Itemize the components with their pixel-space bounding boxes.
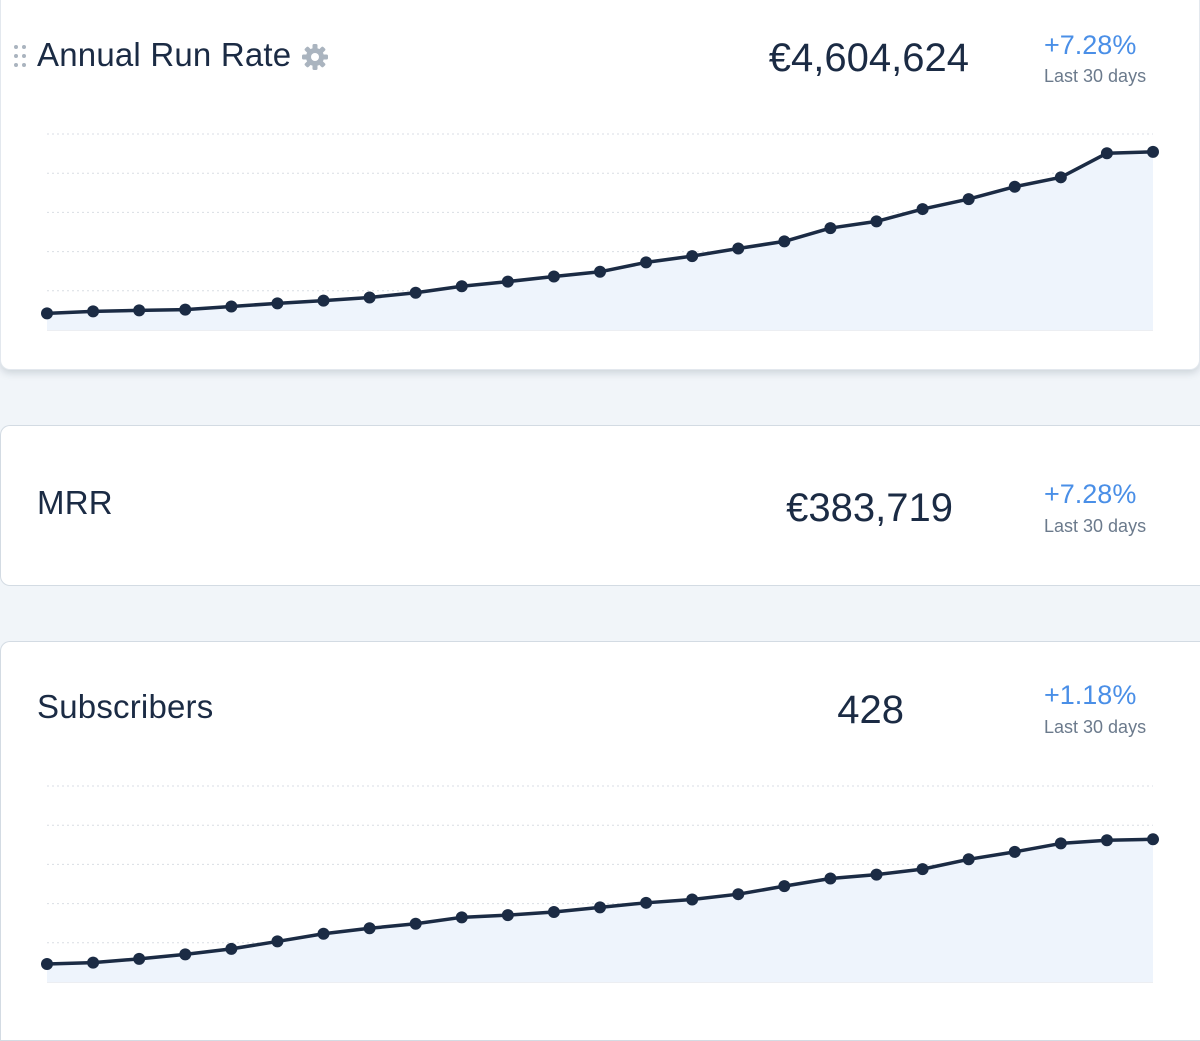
data-point[interactable] (1147, 833, 1159, 846)
data-point[interactable] (1008, 180, 1021, 193)
change-percent: +7.28% (1044, 30, 1137, 60)
data-point[interactable] (962, 193, 975, 206)
data-point[interactable] (778, 235, 791, 248)
drag-handle-icon[interactable] (13, 44, 27, 68)
data-point[interactable] (778, 880, 791, 893)
data-point[interactable] (870, 868, 883, 881)
data-point[interactable] (501, 909, 514, 922)
data-point[interactable] (455, 280, 468, 293)
data-point[interactable] (225, 942, 238, 955)
data-point[interactable] (455, 911, 468, 924)
annual-run-rate-chart (41, 133, 1159, 331)
metric-value: €4,604,624 (768, 36, 969, 80)
data-point[interactable] (686, 250, 699, 263)
data-point[interactable] (271, 935, 284, 948)
subscribers-chart (41, 785, 1159, 983)
data-point[interactable] (1147, 145, 1159, 158)
gear-icon[interactable] (301, 43, 329, 71)
data-point[interactable] (133, 952, 146, 965)
change-percent: +7.28% (1044, 479, 1137, 509)
data-point[interactable] (686, 893, 699, 906)
period-label: Last 30 days (1044, 66, 1147, 86)
data-point[interactable] (824, 222, 837, 235)
data-point[interactable] (594, 265, 606, 278)
data-point[interactable] (732, 888, 745, 901)
annual-run-rate-card: Annual Run Rate €4,604,624 +7.28% Last 3… (0, 0, 1200, 370)
change-percent: +1.18% (1044, 680, 1137, 710)
data-point[interactable] (962, 853, 975, 866)
data-point[interactable] (547, 906, 560, 919)
data-point[interactable] (1100, 834, 1113, 847)
card-title: MRR (37, 484, 113, 521)
data-point[interactable] (916, 203, 929, 216)
data-point[interactable] (1054, 837, 1067, 850)
metric-value: 428 (837, 688, 904, 732)
data-point[interactable] (363, 922, 376, 935)
data-point[interactable] (824, 872, 837, 885)
mrr-card: MRR €383,719 +7.28% Last 30 days (0, 425, 1200, 586)
data-point[interactable] (409, 917, 422, 930)
data-point[interactable] (640, 256, 653, 269)
data-point[interactable] (41, 957, 53, 970)
data-point[interactable] (870, 215, 883, 228)
subscribers-card: Subscribers 428 +1.18% Last 30 days (0, 641, 1200, 1041)
data-point[interactable] (317, 294, 330, 307)
period-label: Last 30 days (1044, 516, 1147, 536)
data-point[interactable] (732, 242, 745, 255)
data-point[interactable] (87, 956, 100, 969)
data-point[interactable] (87, 305, 100, 318)
card-title: Annual Run Rate (37, 36, 292, 73)
data-point[interactable] (179, 948, 192, 961)
data-point[interactable] (640, 896, 653, 909)
metric-value: €383,719 (786, 486, 953, 530)
data-point[interactable] (41, 307, 53, 320)
data-point[interactable] (547, 270, 560, 283)
data-point[interactable] (1100, 147, 1113, 160)
data-point[interactable] (1008, 845, 1021, 858)
series-area (47, 151, 1153, 330)
data-point[interactable] (916, 863, 929, 876)
data-point[interactable] (363, 291, 376, 304)
data-point[interactable] (1054, 171, 1067, 184)
data-point[interactable] (225, 300, 238, 313)
data-point[interactable] (317, 927, 330, 940)
data-point[interactable] (271, 297, 284, 310)
data-point[interactable] (409, 286, 422, 299)
data-point[interactable] (501, 275, 514, 288)
data-point[interactable] (133, 304, 146, 317)
data-point[interactable] (179, 303, 192, 316)
data-point[interactable] (594, 901, 606, 914)
period-label: Last 30 days (1044, 717, 1147, 737)
card-title: Subscribers (37, 688, 214, 725)
